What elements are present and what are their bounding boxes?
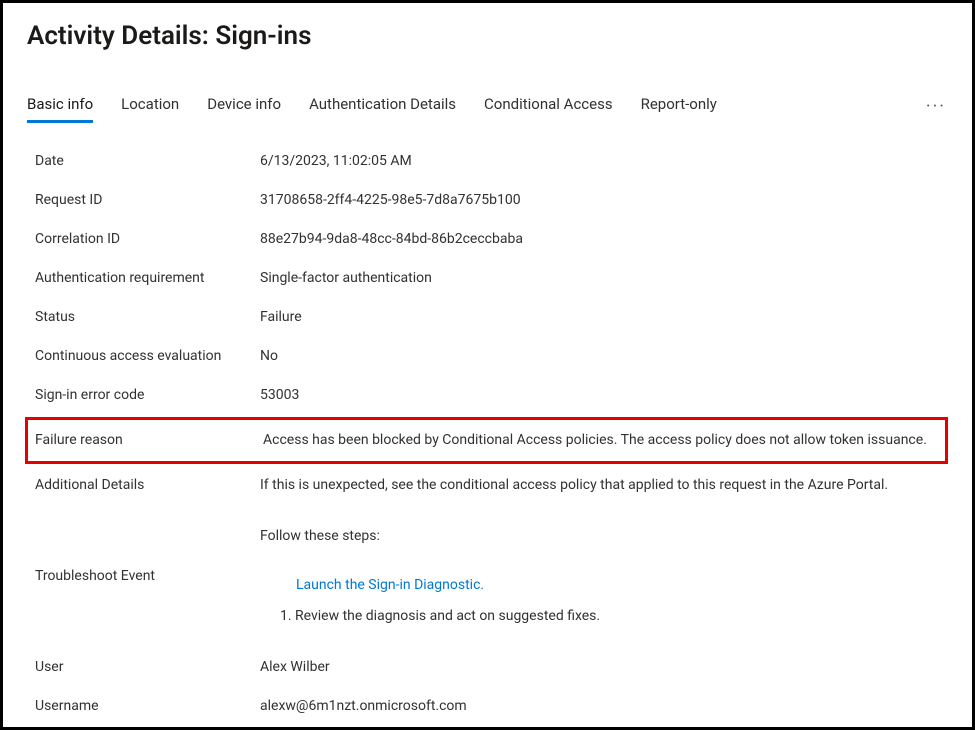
row-troubleshoot: Troubleshoot Event Follow these steps: L…	[35, 517, 948, 636]
value-correlation-id: 88e27b94-9da8-48cc-84bd-86b2ceccbaba	[260, 229, 948, 250]
value-failure-reason: Access has been blocked by Conditional A…	[263, 430, 945, 451]
row-correlation-id: Correlation ID 88e27b94-9da8-48cc-84bd-8…	[35, 220, 948, 259]
row-date: Date 6/13/2023, 11:02:05 AM	[35, 142, 948, 181]
troubleshoot-intro: Follow these steps:	[260, 526, 938, 547]
value-request-id: 31708658-2ff4-4225-98e5-7d8a7675b100	[260, 190, 948, 211]
label-username: Username	[35, 696, 260, 717]
label-additional-details: Additional Details	[35, 475, 260, 496]
label-date: Date	[35, 151, 260, 172]
value-error-code: 53003	[260, 385, 948, 406]
row-cae: Continuous access evaluation No	[35, 337, 948, 376]
row-auth-requirement: Authentication requirement Single-factor…	[35, 259, 948, 298]
row-error-code: Sign-in error code 53003	[35, 376, 948, 415]
value-troubleshoot: Follow these steps: Launch the Sign-in D…	[260, 526, 948, 627]
value-username: alexw@6m1nzt.onmicrosoft.com	[260, 696, 948, 717]
details-panel: Date 6/13/2023, 11:02:05 AM Request ID 3…	[27, 142, 948, 726]
launch-diagnostic-link[interactable]: Launch the Sign-in Diagnostic.	[260, 575, 938, 596]
tab-device-info[interactable]: Device info	[207, 89, 281, 123]
spacer	[35, 636, 948, 648]
row-username: Username alexw@6m1nzt.onmicrosoft.com	[35, 687, 948, 726]
label-error-code: Sign-in error code	[35, 385, 260, 406]
value-user-link[interactable]: Alex Wilber	[260, 657, 948, 678]
label-auth-requirement: Authentication requirement	[35, 268, 260, 289]
value-cae: No	[260, 346, 948, 367]
label-failure-reason: Failure reason	[35, 430, 263, 451]
row-user: User Alex Wilber	[35, 648, 948, 687]
label-correlation-id: Correlation ID	[35, 229, 260, 250]
tabs-row: Basic info Location Device info Authenti…	[27, 89, 948, 124]
value-auth-requirement: Single-factor authentication	[260, 268, 948, 289]
row-additional-details: Additional Details If this is unexpected…	[35, 466, 948, 505]
spacer	[35, 505, 948, 517]
value-date: 6/13/2023, 11:02:05 AM	[260, 151, 948, 172]
tab-conditional-access[interactable]: Conditional Access	[484, 89, 613, 123]
page-title: Activity Details: Sign-ins	[27, 21, 948, 51]
row-status: Status Failure	[35, 298, 948, 337]
tab-basic-info[interactable]: Basic info	[27, 89, 93, 123]
tab-authentication-details[interactable]: Authentication Details	[309, 89, 456, 123]
tabs: Basic info Location Device info Authenti…	[27, 89, 717, 123]
label-user: User	[35, 657, 260, 678]
more-tabs-icon[interactable]: ···	[926, 96, 948, 117]
row-request-id: Request ID 31708658-2ff4-4225-98e5-7d8a7…	[35, 181, 948, 220]
label-request-id: Request ID	[35, 190, 260, 211]
tab-report-only[interactable]: Report-only	[641, 89, 717, 123]
label-status: Status	[35, 307, 260, 328]
troubleshoot-step-1: 1. Review the diagnosis and act on sugge…	[260, 606, 938, 627]
label-cae: Continuous access evaluation	[35, 346, 260, 367]
value-additional-details: If this is unexpected, see the condition…	[260, 475, 948, 496]
row-failure-reason: Failure reason Access has been blocked b…	[25, 417, 948, 464]
value-status: Failure	[260, 307, 948, 328]
label-troubleshoot: Troubleshoot Event	[35, 566, 260, 587]
tab-location[interactable]: Location	[121, 89, 179, 123]
